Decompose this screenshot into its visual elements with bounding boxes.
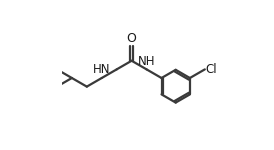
Text: HN: HN: [93, 63, 110, 76]
Text: NH: NH: [138, 55, 156, 68]
Text: Cl: Cl: [206, 63, 217, 76]
Text: O: O: [127, 32, 136, 45]
